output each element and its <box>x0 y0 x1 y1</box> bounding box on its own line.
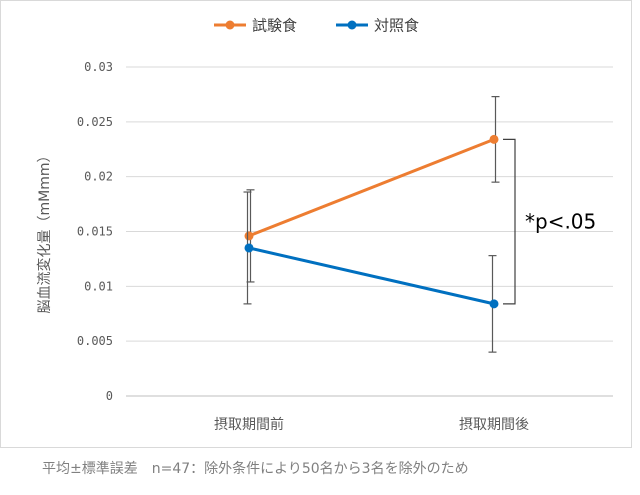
y-tick-label: 0 <box>106 389 113 403</box>
data-point <box>244 231 254 241</box>
significance-label: *p<.05 <box>525 210 596 234</box>
chart-frame: 0 0.005 0.01 0.015 0.02 0.025 0.03 摂取期間前 摂取期間後 … <box>0 0 632 448</box>
series-line <box>248 246 495 306</box>
y-tick-label: 0.02 <box>84 170 113 184</box>
legend: 試験食 対照食 <box>214 17 419 35</box>
y-tick-label: 0.01 <box>84 279 113 293</box>
legend-label: 試験食 <box>252 17 297 35</box>
significance-bracket <box>503 138 516 305</box>
data-point <box>489 299 499 309</box>
series-line <box>248 137 495 238</box>
data-point <box>489 134 499 144</box>
y-axis-label: 脳血流変化量（mMmm） <box>36 149 53 314</box>
y-tick-label: 0.005 <box>77 334 113 348</box>
x-category-labels: 摂取期間前 摂取期間後 <box>214 416 529 433</box>
series-layer <box>243 96 500 353</box>
y-tick-label: 0.025 <box>77 115 113 129</box>
y-tick-labels: 0 0.005 0.01 0.015 0.02 0.025 0.03 <box>77 60 113 403</box>
series-2 <box>243 191 499 353</box>
data-point <box>244 243 254 253</box>
gridlines <box>126 66 613 397</box>
legend-label: 対照食 <box>374 17 419 35</box>
y-tick-label: 0.015 <box>77 225 113 239</box>
x-category-label: 摂取期間前 <box>214 416 284 433</box>
legend-swatch-marker <box>225 20 235 30</box>
x-category-label: 摂取期間後 <box>459 417 529 433</box>
y-tick-label: 0.03 <box>84 60 113 74</box>
legend-swatch-marker <box>347 20 357 30</box>
chart-footnote: 平均±標準誤差 n=47：除外条件により50名から3名を除外のため <box>42 461 469 477</box>
significance-annotation: *p<.05 <box>503 138 596 305</box>
series-1 <box>244 96 500 283</box>
